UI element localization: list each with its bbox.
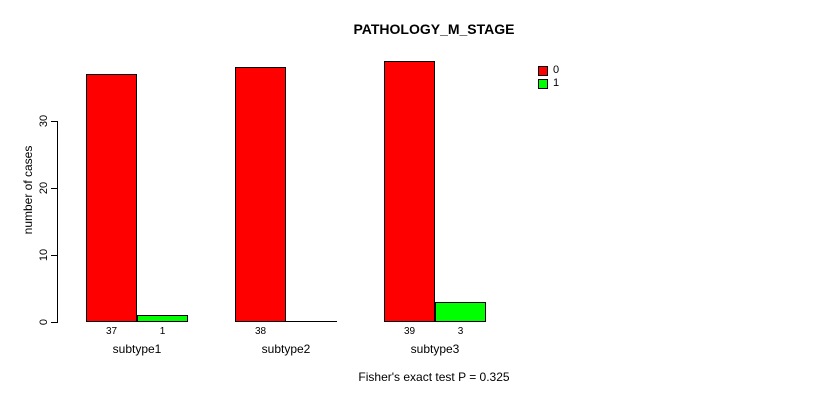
bar-subtype3-1 [435, 302, 486, 322]
bar-subtype2-0 [235, 67, 286, 322]
legend-swatch-0 [538, 65, 548, 76]
y-tick-label: 10 [38, 248, 50, 262]
bar-subtype1-1 [137, 315, 188, 322]
y-axis-label: number of cases [21, 145, 35, 235]
bar-value-label: 39 [403, 326, 416, 337]
bar-subtype1-0 [86, 74, 137, 322]
category-label-subtype3: subtype3 [410, 342, 460, 356]
category-label-subtype1: subtype1 [112, 342, 162, 356]
y-tick-mark [51, 255, 58, 256]
legend-entry-1: 1 [538, 77, 559, 90]
bar-value-label: 38 [254, 326, 267, 337]
bar-subtype3-0 [384, 61, 435, 322]
category-label-subtype2: subtype2 [261, 342, 311, 356]
y-tick-label: 30 [38, 114, 50, 128]
y-tick-mark [51, 121, 58, 122]
footnote-text: Fisher's exact test P = 0.325 [358, 370, 510, 384]
bar-value-label: 3 [457, 326, 464, 337]
bar-value-label: 37 [105, 326, 118, 337]
legend-label: 1 [553, 77, 560, 89]
y-tick-label: 0 [38, 318, 50, 326]
legend-swatch-1 [538, 78, 548, 89]
chart-title: PATHOLOGY_M_STAGE [353, 21, 515, 37]
legend-entry-0: 0 [538, 64, 559, 77]
bar-subtype2-1-zero [286, 321, 337, 322]
y-tick-mark [51, 322, 58, 323]
y-tick-label: 20 [38, 181, 50, 195]
y-tick-mark [51, 188, 58, 189]
bar-value-label: 1 [159, 326, 166, 337]
y-axis-line [57, 121, 58, 323]
legend-label: 0 [553, 64, 560, 76]
